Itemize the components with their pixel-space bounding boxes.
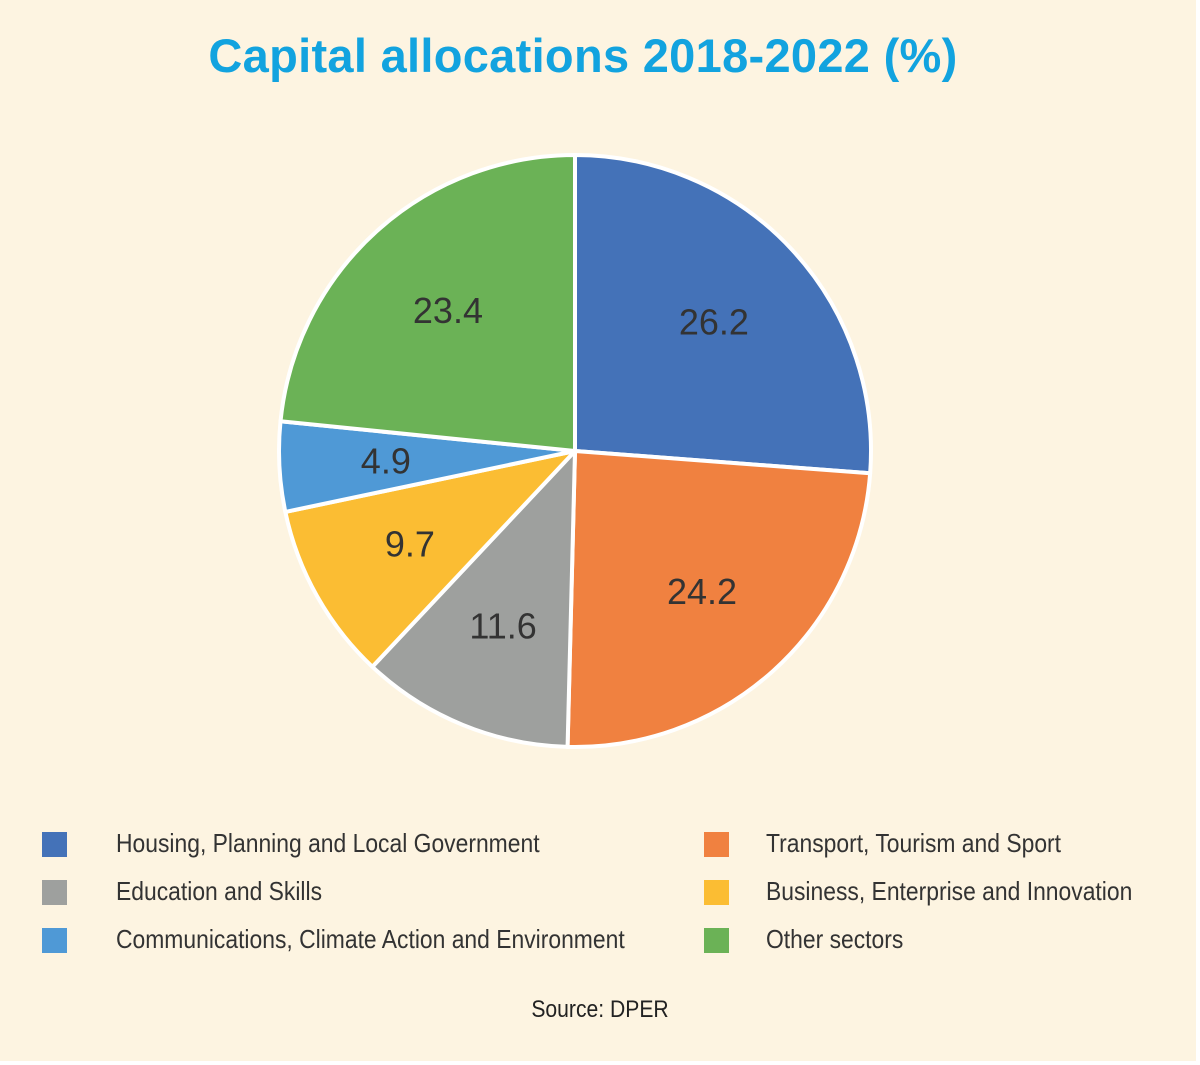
legend-label: Transport, Tourism and Sport — [766, 828, 1062, 858]
legend-swatch — [704, 928, 729, 953]
legend-swatch — [704, 832, 729, 857]
data-label-transport-tourism-and-sport: 24.2 — [667, 571, 737, 612]
pie-slice-business-enterprise-and-innovation — [283, 449, 577, 669]
pie-slice-other-sectors — [278, 153, 577, 453]
pie-data-labels: 26.2 24.2 11.6 9.7 4.9 23.4 — [361, 290, 749, 647]
legend-swatch — [42, 928, 67, 953]
chart-title: Capital allocations 2018-2022 (%) — [208, 29, 958, 82]
legend-label: Other sectors — [766, 924, 904, 954]
legend-swatch — [42, 880, 67, 905]
pie-slice-housing-planning-and-local-government — [573, 153, 873, 476]
source-note: Source: DPER — [531, 996, 669, 1023]
legend-label: Housing, Planning and Local Government — [116, 828, 540, 858]
legend-swatch — [42, 832, 67, 857]
data-label-business-enterprise-and-innovation: 9.7 — [385, 523, 435, 564]
legend-label: Education and Skills — [116, 876, 323, 906]
pie-slice-education-and-skills — [370, 449, 577, 749]
data-label-other-sectors: 23.4 — [413, 290, 483, 331]
data-label-housing-planning-and-local-government: 26.2 — [679, 302, 749, 343]
legend-swatch — [704, 880, 729, 905]
pie-slice-transport-tourism-and-sport — [565, 449, 873, 749]
legend-label: Communications, Climate Action and Envir… — [116, 924, 625, 954]
pie-slices — [277, 153, 873, 749]
data-label-education-and-skills: 11.6 — [469, 606, 536, 647]
legend-label: Business, Enterprise and Innovation — [766, 876, 1133, 906]
data-label-communications-climate-action-and-environment: 4.9 — [361, 441, 411, 482]
